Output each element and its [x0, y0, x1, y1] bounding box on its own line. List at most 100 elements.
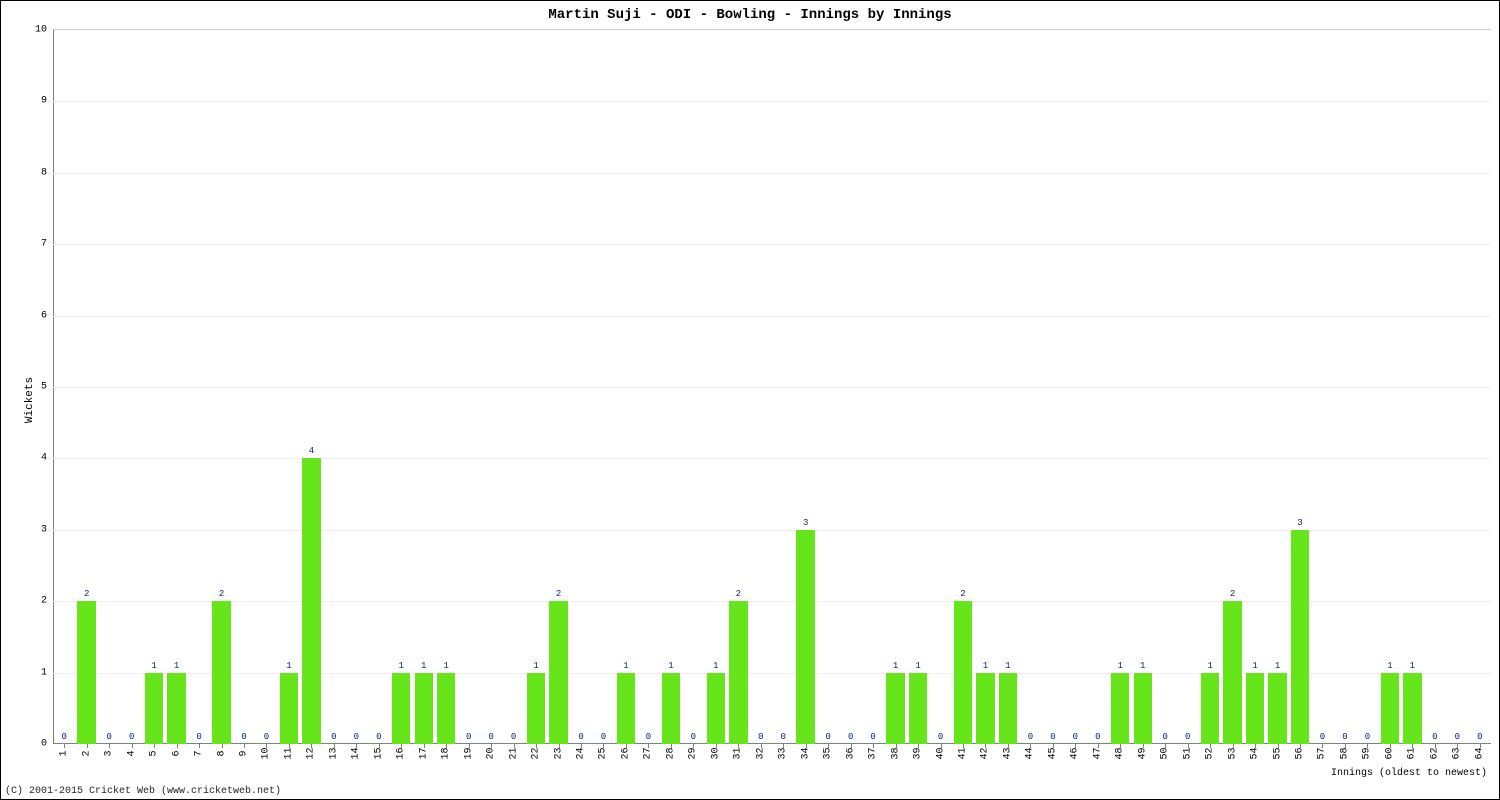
x-tick-label: 41: [957, 747, 968, 759]
bar: [954, 601, 972, 744]
bar-slot: 117: [413, 30, 435, 744]
x-tick-label: 8: [216, 750, 227, 756]
bar: [392, 673, 410, 744]
x-tick-label: 12: [306, 747, 317, 759]
bar-slot: 253: [1221, 30, 1243, 744]
bar-slot: 025: [592, 30, 614, 744]
x-tick-label: 55: [1272, 747, 1283, 759]
bar-value-label: 1: [893, 661, 898, 671]
copyright-text: (C) 2001-2015 Cricket Web (www.cricketwe…: [5, 786, 281, 797]
bar-slot: 021: [502, 30, 524, 744]
bar-slot: 160: [1379, 30, 1401, 744]
x-tick-mark: [87, 744, 88, 748]
x-tick-label: 46: [1070, 747, 1081, 759]
bar-value-label: 0: [354, 732, 359, 742]
bar-value-label: 0: [781, 732, 786, 742]
y-tick-label: 5: [41, 382, 47, 393]
bar-slot: 126: [615, 30, 637, 744]
bar-value-label: 0: [1455, 732, 1460, 742]
bar-slot: 064: [1469, 30, 1491, 744]
bar-slot: 116: [390, 30, 412, 744]
x-tick-label: 26: [620, 747, 631, 759]
bar-value-label: 0: [466, 732, 471, 742]
bar-slot: 138: [884, 30, 906, 744]
bar-slot: 059: [1356, 30, 1378, 744]
x-tick-mark: [154, 744, 155, 748]
x-tick-label: 10: [261, 747, 272, 759]
bar-slot: 128: [660, 30, 682, 744]
bar-value-label: 0: [62, 732, 67, 742]
x-tick-label: 60: [1384, 747, 1395, 759]
bar-slot: 161: [1401, 30, 1423, 744]
bar-value-label: 0: [331, 732, 336, 742]
bar-value-label: 0: [129, 732, 134, 742]
bar-slot: 28: [210, 30, 232, 744]
x-tick-label: 39: [913, 747, 924, 759]
x-tick-label: 11: [283, 747, 294, 759]
bar-value-label: 0: [938, 732, 943, 742]
bar-slot: 154: [1244, 30, 1266, 744]
x-tick-mark: [132, 744, 133, 748]
bar-slot: 152: [1199, 30, 1221, 744]
bar: [662, 673, 680, 744]
bar-value-label: 1: [1252, 661, 1257, 671]
x-tick-label: 43: [1002, 747, 1013, 759]
bar-value-label: 0: [1050, 732, 1055, 742]
x-axis-label: Innings (oldest to newest): [1331, 768, 1487, 779]
bar-value-label: 1: [1207, 661, 1212, 671]
bar-slot: 019: [457, 30, 479, 744]
bar-value-label: 0: [1342, 732, 1347, 742]
x-tick-label: 37: [868, 747, 879, 759]
x-tick-label: 47: [1092, 747, 1103, 759]
bar: [527, 673, 545, 744]
bar-value-label: 2: [556, 589, 561, 599]
x-tick-label: 20: [486, 747, 497, 759]
bar-value-label: 0: [1185, 732, 1190, 742]
bar-slot: 044: [1019, 30, 1041, 744]
bar: [729, 601, 747, 744]
bar-slot: 050: [1154, 30, 1176, 744]
bar: [1111, 673, 1129, 744]
bar-slot: 16: [165, 30, 187, 744]
bar-value-label: 0: [1320, 732, 1325, 742]
x-tick-label: 16: [396, 747, 407, 759]
bar-slot: 027: [637, 30, 659, 744]
bar: [415, 673, 433, 744]
bar-value-label: 2: [84, 589, 89, 599]
x-tick-label: 3: [104, 750, 115, 756]
x-tick-label: 40: [935, 747, 946, 759]
chart-container: Martin Suji - ODI - Bowling - Innings by…: [0, 0, 1500, 800]
bar-value-label: 1: [983, 661, 988, 671]
bar-slot: 015: [368, 30, 390, 744]
bar: [212, 601, 230, 744]
bar-slot: 22: [75, 30, 97, 744]
bar-slot: 037: [862, 30, 884, 744]
bar-slot: 032: [750, 30, 772, 744]
bar: [617, 673, 635, 744]
bar-value-label: 1: [421, 661, 426, 671]
x-tick-label: 24: [576, 747, 587, 759]
y-tick-label: 7: [41, 239, 47, 250]
bar-value-label: 2: [219, 589, 224, 599]
bar-slot: 020: [480, 30, 502, 744]
bar-value-label: 2: [736, 589, 741, 599]
bar-value-label: 3: [803, 518, 808, 528]
bar-value-label: 1: [1005, 661, 1010, 671]
bar-value-label: 1: [713, 661, 718, 671]
y-tick-label: 1: [41, 667, 47, 678]
bar: [796, 530, 814, 744]
x-tick-label: 13: [328, 747, 339, 759]
y-tick-label: 8: [41, 167, 47, 178]
x-tick-label: 53: [1227, 747, 1238, 759]
y-tick-label: 2: [41, 596, 47, 607]
bar: [145, 673, 163, 744]
bar-slot: 01: [53, 30, 75, 744]
x-tick-label: 30: [710, 747, 721, 759]
x-tick-label: 1: [59, 750, 70, 756]
bar-value-label: 1: [915, 661, 920, 671]
x-tick-label: 34: [800, 747, 811, 759]
bar-value-label: 1: [533, 661, 538, 671]
x-tick-label: 49: [1137, 747, 1148, 759]
bar-slot: 029: [682, 30, 704, 744]
bar-value-label: 0: [1073, 732, 1078, 742]
